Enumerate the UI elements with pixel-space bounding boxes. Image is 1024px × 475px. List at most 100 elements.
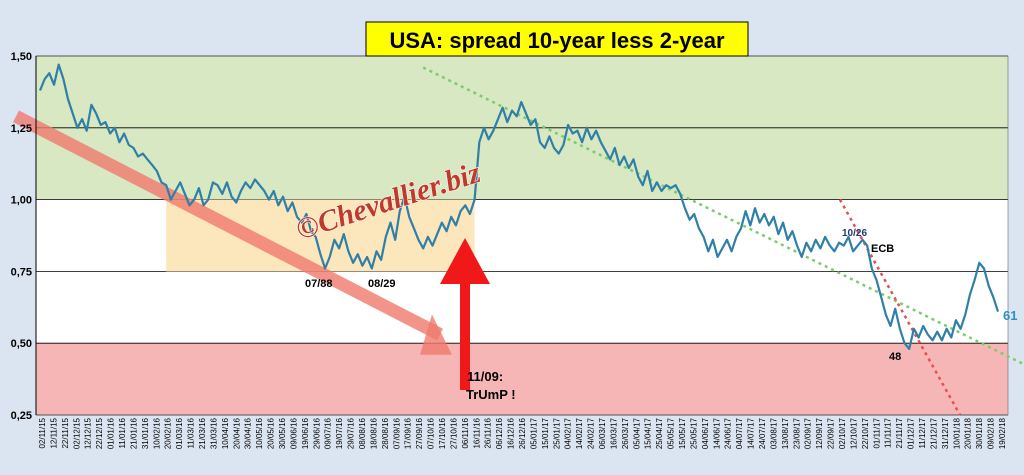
x-tick-label: 12/09/17 [815, 417, 824, 449]
x-tick-label: 09/07/16 [324, 417, 333, 449]
x-tick-label: 30/01/18 [975, 417, 984, 449]
x-tick-label: 22/11/15 [61, 417, 70, 448]
x-tick-label: 19/06/16 [301, 417, 310, 449]
x-tick-label: 15/01/17 [541, 417, 550, 449]
x-tick-label: 25/01/17 [552, 417, 561, 449]
x-tick-label: 21/01/16 [129, 417, 138, 449]
annotation-ecb-label: ECB [871, 243, 894, 255]
x-tick-label: 14/06/17 [712, 417, 721, 449]
x-tick-label: 05/05/17 [667, 417, 676, 449]
x-tick-label: 20/04/16 [232, 417, 241, 449]
x-tick-label: 04/07/17 [735, 417, 744, 449]
x-tick-label: 29/07/16 [347, 417, 356, 449]
x-tick-label: 11/03/16 [187, 417, 196, 448]
x-tick-label: 14/07/17 [747, 417, 756, 449]
value-band-2 [36, 343, 1008, 415]
x-tick-label: 05/04/17 [632, 417, 641, 449]
annotation-last-value: 61 [1003, 308, 1017, 323]
series-line-spread [38, 63, 1000, 350]
x-tick-label: 21/03/16 [198, 417, 207, 449]
x-tick-label: 20/05/16 [267, 417, 276, 449]
x-tick-label: 04/06/17 [701, 417, 710, 449]
x-tick-label: 01/11/17 [872, 417, 881, 448]
x-tick-label: 16/03/17 [609, 417, 618, 449]
x-tick-label: 24/07/17 [758, 417, 767, 449]
x-tick-label: 05/01/17 [529, 417, 538, 449]
x-tick-label: 31/01/16 [141, 417, 150, 449]
x-tick-label: 01/03/16 [175, 417, 184, 449]
x-tick-label: 11/12/17 [918, 417, 927, 448]
x-tick-label: 19/02/18 [998, 417, 1007, 449]
x-tick-label: 22/12/15 [95, 417, 104, 449]
x-tick-label: 14/02/17 [575, 417, 584, 449]
chart-title: USA: spread 10-year less 2-year [389, 28, 725, 53]
x-tick-label: 21/12/17 [929, 417, 938, 449]
x-tick-label: 17/10/16 [438, 417, 447, 449]
x-tick-label: 17/09/16 [404, 417, 413, 449]
x-tick-label: 02/09/17 [804, 417, 813, 449]
x-tick-label: 15/04/17 [644, 417, 653, 449]
x-tick-label: 10/05/16 [255, 417, 264, 449]
annotation-event-date: 11/09: [467, 369, 503, 384]
x-tick-label: 09/06/16 [289, 417, 298, 449]
annotation-low-1: 07/88 [305, 278, 333, 290]
x-tick-label: 07/09/16 [392, 417, 401, 449]
x-tick-label: 06/12/16 [495, 417, 504, 449]
y-tick-label: 1,25 [11, 123, 32, 135]
x-tick-label: 26/11/16 [484, 417, 493, 448]
arrow-shaft [460, 280, 470, 390]
big-downtrend-arrowhead [420, 314, 452, 355]
annotation-ecb-date: 10/26 [842, 228, 867, 239]
x-tick-label: 03/08/17 [769, 417, 778, 449]
shaded-range-box [166, 199, 475, 272]
x-tick-label: 20/01/18 [964, 417, 973, 449]
x-tick-label: 12/10/17 [849, 417, 858, 449]
y-tick-label: 1,50 [11, 51, 32, 63]
x-tick-label: 13/08/17 [781, 417, 790, 449]
x-tick-label: 30/05/16 [278, 417, 287, 449]
x-tick-label: 01/12/17 [907, 417, 916, 449]
x-tick-label: 10/02/16 [152, 417, 161, 449]
x-tick-label: 11/11/17 [884, 417, 893, 448]
x-tick-label: 26/03/17 [621, 417, 630, 449]
x-tick-label: 02/11/15 [38, 417, 47, 448]
x-tick-label: 10/01/18 [952, 417, 961, 449]
x-tick-label: 30/04/16 [244, 417, 253, 449]
y-tick-label: 0,75 [11, 266, 32, 278]
x-tick-label: 28/08/16 [381, 417, 390, 449]
y-axis: 0,25 0,50 0,75 1,00 1,25 1,50 [11, 51, 37, 422]
series-layer [38, 63, 1000, 350]
x-tick-label: 12/12/15 [84, 417, 93, 449]
x-tick-label: 02/12/15 [72, 417, 81, 449]
x-tick-label: 11/01/16 [118, 417, 127, 448]
y-tick-label: 0,50 [11, 338, 32, 350]
x-tick-label: 29/06/16 [312, 417, 321, 449]
arrow-head [440, 238, 490, 284]
x-tick-label: 21/11/17 [895, 417, 904, 448]
x-tick-label: 01/01/16 [107, 417, 116, 449]
x-tick-label: 10/04/16 [221, 417, 230, 449]
x-tick-label: 04/02/17 [564, 417, 573, 449]
y-tick-label: 0,25 [11, 410, 32, 422]
x-tick-label: 24/02/17 [587, 417, 596, 449]
x-tick-label: 02/10/17 [838, 417, 847, 449]
x-tick-label: 26/12/16 [518, 417, 527, 449]
x-tick-label: 18/08/16 [369, 417, 378, 449]
x-tick-label: 27/09/16 [415, 417, 424, 449]
trend-lines [13, 66, 1023, 416]
x-tick-label: 24/06/17 [724, 417, 733, 449]
x-tick-label: 22/09/17 [827, 417, 836, 449]
x-tick-label: 09/02/18 [987, 417, 996, 449]
x-tick-label: 23/08/17 [792, 417, 801, 449]
title-box [365, 21, 749, 57]
x-tick-label: 07/10/16 [427, 417, 436, 449]
x-tick-label: 16/11/16 [472, 417, 481, 448]
x-tick-label: 25/05/17 [689, 417, 698, 449]
x-tick-label: 08/08/16 [358, 417, 367, 449]
x-tick-label: 12/11/15 [49, 417, 58, 448]
trump-arrow [440, 238, 490, 390]
x-axis: 02/11/15 12/11/15 22/11/15 02/12/15 12/12/15… [38, 417, 1007, 449]
annotation-low-2: 08/29 [368, 278, 396, 290]
x-tick-label: 22/10/17 [861, 417, 870, 449]
